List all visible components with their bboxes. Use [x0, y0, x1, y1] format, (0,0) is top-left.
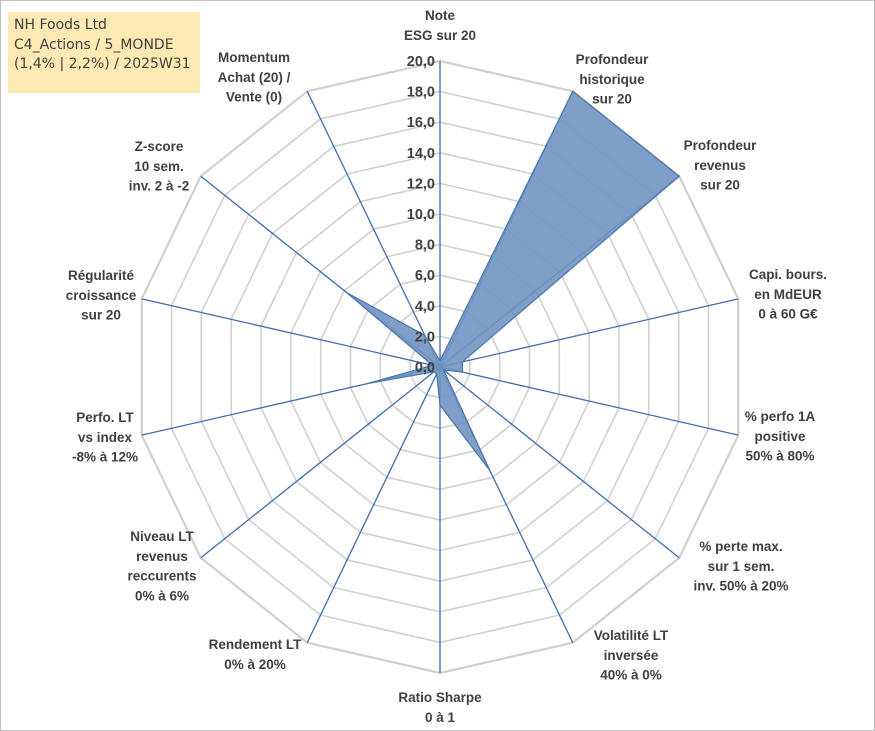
series-point-5: [442, 369, 445, 371]
category-label-9: Niveau LT revenus reccurents 0% à 6%: [127, 529, 196, 603]
spoke-11: [141, 298, 441, 368]
series-point-2: [678, 175, 680, 177]
category-label-2: Profondeur revenus sur 20: [684, 138, 757, 193]
series-point-6: [489, 469, 491, 472]
category-label-4-line-0: % perfo 1A: [745, 409, 816, 424]
radial-tick-labels: 0,0 2,0 4,0 6,0 8,0 10,0 12,0 14,0 16,0 18,0 20,0: [407, 54, 435, 376]
category-label-5-line-2: inv. 50% à 20%: [693, 579, 788, 594]
tick-label-5: 10,0: [407, 207, 435, 223]
category-label-2-line-1: revenus: [694, 158, 746, 173]
info-category: C4_Actions / 5_MONDE: [14, 36, 174, 53]
tick-label-9: 18,0: [407, 85, 435, 101]
category-label-11-line-1: croissance: [66, 288, 137, 303]
category-label-13-line-1: Achat (20) /: [218, 70, 291, 85]
series-point-0: [439, 360, 441, 362]
category-label-9-line-1: revenus: [136, 549, 188, 564]
category-label-12: Z-score 10 sem. inv. 2 à -2: [129, 139, 190, 194]
info-box: NH Foods Ltd C4_Actions / 5_MONDE (1,4% …: [8, 12, 200, 93]
category-label-10: Perfo. LT vs index -8% à 12%: [72, 410, 138, 465]
series-area-0: [346, 90, 680, 471]
spoke-8: [306, 366, 441, 643]
tick-label-3: 6,0: [415, 268, 435, 284]
series-point-1: [572, 90, 574, 93]
category-label-12-line-1: 10 sem.: [134, 159, 184, 174]
category-label-2-line-2: sur 20: [700, 178, 740, 193]
category-label-12-line-0: Z-score: [135, 139, 184, 154]
tick-label-8: 16,0: [407, 115, 435, 131]
radar-series: [345, 90, 680, 472]
category-label-9-line-2: reccurents: [127, 569, 196, 584]
category-label-12-line-2: inv. 2 à -2: [129, 179, 190, 194]
category-label-0-line-0: Note: [425, 8, 455, 23]
tick-label-0: 0,0: [415, 360, 435, 376]
series-point-12: [345, 291, 348, 294]
spoke-9: [200, 366, 441, 559]
category-label-3: Capi. bours. en MdEUR 0 à 60 G€: [749, 267, 827, 322]
category-label-3-line-0: Capi. bours.: [749, 267, 827, 282]
category-label-4-line-2: 50% à 80%: [745, 449, 814, 464]
category-label-13: Momentum Achat (20) / Vente (0): [218, 50, 291, 105]
category-label-7: Ratio Sharpe 0 à 1: [398, 690, 482, 725]
category-label-13-line-0: Momentum: [218, 50, 290, 65]
category-label-5-line-0: % perte max.: [699, 539, 782, 554]
info-company-name: NH Foods Ltd: [14, 17, 107, 33]
category-label-1: Profondeur historique sur 20: [576, 52, 649, 107]
spoke-3: [439, 298, 739, 368]
category-label-0-line-1: ESG sur 20: [404, 28, 476, 43]
category-label-7-line-1: 0 à 1: [425, 710, 456, 725]
category-label-6-line-2: 40% à 0%: [600, 668, 662, 683]
category-label-5: % perte max. sur 1 sem. inv. 50% à 20%: [693, 539, 788, 594]
series-point-10: [366, 382, 368, 385]
series-point-4: [461, 371, 464, 373]
spoke-13: [306, 91, 441, 368]
tick-label-6: 12,0: [407, 176, 435, 192]
category-label-1-line-2: sur 20: [592, 92, 632, 107]
category-label-13-line-2: Vente (0): [226, 90, 282, 105]
category-label-11-line-0: Régularité: [68, 268, 135, 283]
category-label-1-line-1: historique: [579, 72, 645, 87]
category-label-4: % perfo 1A positive 50% à 80%: [745, 409, 816, 464]
series-point-8: [435, 373, 438, 375]
spoke-4: [439, 366, 739, 436]
category-label-11-line-2: sur 20: [81, 308, 121, 323]
category-label-6-line-1: inversée: [604, 648, 659, 663]
series-point-9: [433, 371, 435, 373]
category-label-7-line-0: Ratio Sharpe: [398, 690, 482, 705]
tick-label-10: 20,0: [407, 54, 435, 70]
series-point-13: [423, 334, 426, 337]
category-label-6: Volatilité LT inversée 40% à 0%: [594, 628, 669, 683]
spoke-5: [439, 366, 680, 559]
category-label-8-line-0: Rendement LT: [209, 637, 303, 652]
tick-label-7: 14,0: [407, 146, 435, 162]
tick-label-1: 2,0: [415, 329, 435, 345]
category-label-10-line-0: Perfo. LT: [76, 410, 134, 425]
series-point-3: [461, 361, 464, 363]
category-label-3-line-1: en MdEUR: [754, 287, 822, 302]
info-period: (1,4% | 2,2%) / 2025W31: [14, 56, 191, 72]
category-label-10-line-2: -8% à 12%: [72, 450, 138, 465]
category-label-3-line-2: 0 à 60 G€: [758, 307, 818, 322]
category-label-11: Régularité croissance sur 20: [66, 268, 137, 323]
category-labels: Note ESG sur 20 Profondeur historique sur 20…: [66, 8, 827, 725]
tick-label-2: 4,0: [415, 299, 435, 315]
series-point-11: [431, 364, 434, 367]
category-label-6-line-0: Volatilité LT: [594, 628, 669, 643]
category-label-8-line-1: 0% à 20%: [224, 657, 286, 672]
category-label-5-line-1: sur 1 sem.: [708, 559, 775, 574]
category-label-10-line-1: vs index: [78, 430, 133, 445]
category-label-9-line-0: Niveau LT: [130, 529, 194, 544]
tick-label-4: 8,0: [415, 238, 435, 254]
category-label-4-line-1: positive: [754, 429, 806, 444]
category-label-2-line-0: Profondeur: [684, 138, 757, 153]
category-label-1-line-0: Profondeur: [576, 52, 649, 67]
series-point-7: [439, 404, 441, 407]
category-label-8: Rendement LT 0% à 20%: [209, 637, 303, 672]
category-label-9-line-3: 0% à 6%: [135, 588, 189, 603]
category-label-0: Note ESG sur 20: [404, 8, 476, 43]
